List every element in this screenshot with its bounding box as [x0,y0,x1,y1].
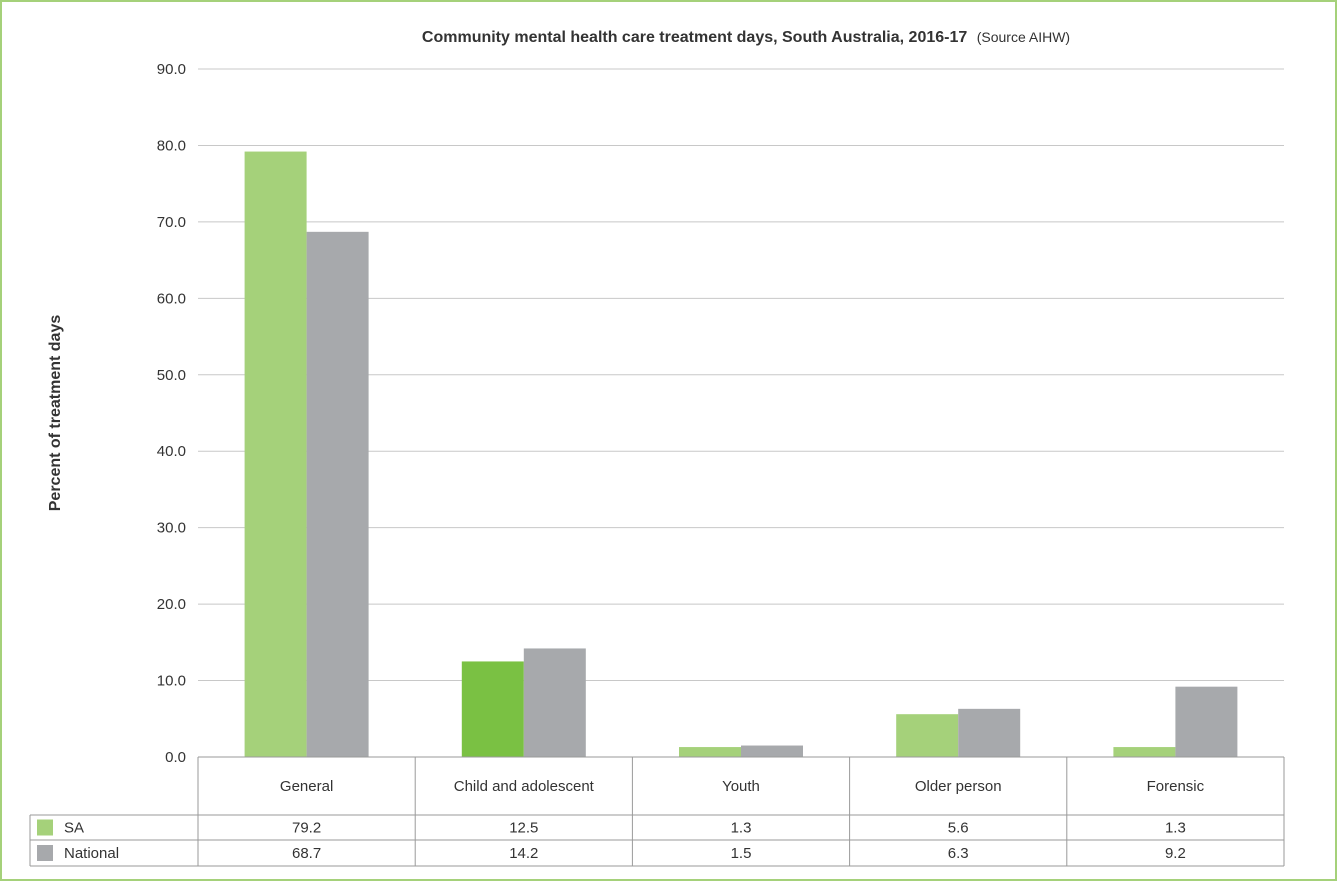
category-label: Youth [722,778,760,795]
category-label: Older person [915,778,1002,795]
y-tick-label: 40.0 [157,443,186,460]
y-tick-label: 30.0 [157,520,186,537]
y-tick-label: 50.0 [157,367,186,384]
y-axis-label: Percent of treatment days [47,315,64,512]
chart-title: Community mental health care treatment d… [422,29,1070,46]
data-label-national: 9.2 [1165,845,1186,862]
y-tick-label: 60.0 [157,290,186,307]
data-label-sa: 5.6 [948,820,969,837]
y-axis-ticks: 0.0 10.0 20.0 30.0 40.0 50.0 60.0 70.0 80.0 90.0 [157,61,186,766]
legend-swatch-national [37,845,53,861]
chart-title-main: Community mental health care treatment d… [422,29,967,46]
bar-sa-2 [679,747,741,757]
legend-swatch-sa [37,819,53,836]
bar-sa-1 [461,661,524,757]
data-table: General Child and adolescent Youth Older pe… [29,756,1285,867]
data-label-sa: 1.3 [731,820,752,837]
data-label-national: 1.5 [731,845,752,862]
bars [244,151,1238,757]
category-label: Child and adolescent [454,778,595,795]
data-label-national: 68.7 [292,845,321,862]
bar-national-1 [523,648,586,757]
bar-national-3 [958,708,1021,757]
y-tick-label: 90.0 [157,61,186,78]
bar-sa-3 [896,714,959,757]
legend-label-sa: SA [64,820,84,837]
bar-sa-0 [244,151,307,757]
y-tick-label: 10.0 [157,673,186,690]
data-label-sa: 1.3 [1165,820,1186,837]
category-label: Forensic [1147,778,1205,795]
bar-national-0 [306,231,369,757]
bar-national-4 [1175,686,1238,757]
data-label-national: 14.2 [509,845,538,862]
chart-title-source: (Source AIHW) [977,29,1070,45]
y-tick-label: 70.0 [157,214,186,231]
y-tick-label: 0.0 [165,749,186,766]
legend-label-national: National [64,845,119,862]
bar-sa-4 [1113,747,1176,757]
y-tick-label: 80.0 [157,137,186,154]
y-tick-label: 20.0 [157,596,186,613]
bar-national-2 [741,745,803,757]
data-label-sa: 79.2 [292,820,321,837]
data-label-sa: 12.5 [509,820,538,837]
data-label-national: 6.3 [948,845,969,862]
category-label: General [280,778,333,795]
